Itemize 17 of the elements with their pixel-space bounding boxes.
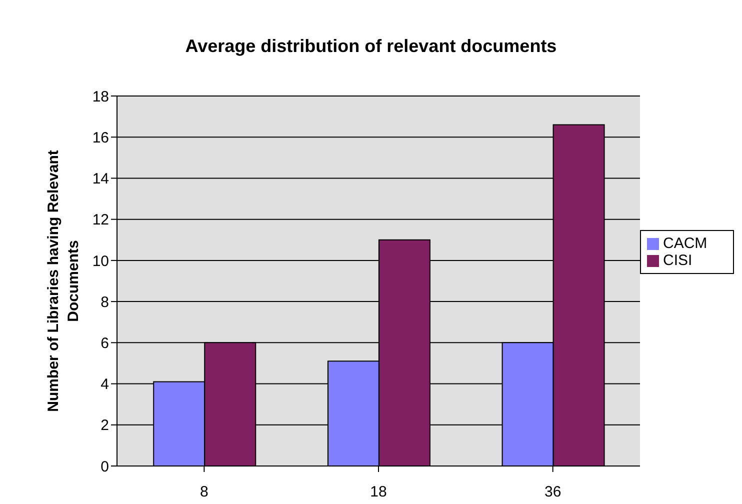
x-tick-label: 18 bbox=[370, 484, 387, 501]
y-tick-label: 14 bbox=[92, 170, 109, 188]
y-tick-label: 0 bbox=[100, 458, 109, 476]
x-tick-label: 8 bbox=[200, 484, 208, 501]
x-tick-label: 36 bbox=[544, 484, 562, 501]
y-tick-label: 6 bbox=[100, 334, 109, 352]
y-axis-title: Number of Libraries having Relevant Documents bbox=[44, 149, 83, 414]
y-tick-label: 16 bbox=[92, 129, 109, 146]
y-tick-label: 10 bbox=[92, 252, 109, 270]
y-tick-label: 8 bbox=[100, 294, 109, 311]
legend-label: CISI bbox=[663, 252, 692, 269]
y-tick-label: 12 bbox=[92, 212, 109, 229]
legend-label: CACM bbox=[663, 235, 708, 252]
y-tick-label: 2 bbox=[100, 417, 109, 434]
y-tick-label: 4 bbox=[100, 376, 109, 394]
chart-title: Average distribution of relevant documents bbox=[184, 36, 558, 57]
y-tick-label: 18 bbox=[92, 88, 109, 106]
